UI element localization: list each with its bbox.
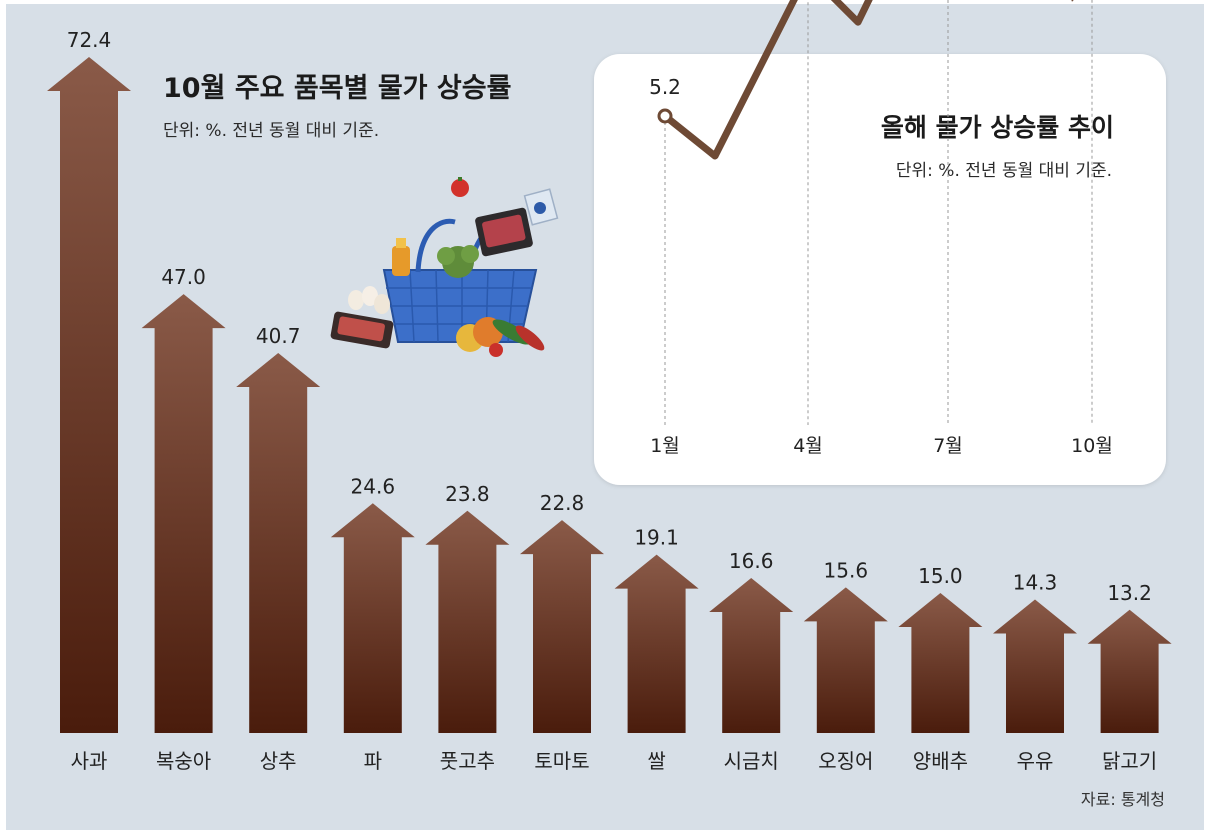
bar-arrow — [803, 587, 888, 733]
bar-category-label: 오징어 — [818, 749, 873, 773]
bar-category-label: 우유 — [1017, 749, 1054, 773]
source-note: 자료: 통계청 — [1081, 790, 1165, 809]
bar-arrow — [47, 57, 131, 733]
bar-value-label: 72.4 — [67, 28, 112, 52]
bar-series: 72.4 사과 47.0 복숭아 40.7 상추 24.6 파 23.8 풋고추 22.8 토마토 19… — [47, 28, 1172, 773]
line-value-label: 5.2 — [649, 75, 681, 99]
bar-chart-title: 10월 주요 품목별 물가 상승률 — [163, 73, 511, 104]
bar-category-label: 토마토 — [534, 749, 589, 773]
bar-value-label: 13.2 — [1107, 581, 1152, 605]
bar-arrow — [1087, 609, 1172, 733]
line-chart-title: 올해 물가 상승률 추이 — [881, 113, 1114, 142]
bar-value-label: 22.8 — [540, 491, 585, 515]
line-chart-panel — [594, 54, 1166, 485]
bar-value-label: 24.6 — [351, 474, 396, 498]
bar-category-label: 시금치 — [724, 749, 779, 773]
bar-category-label: 파 — [364, 749, 382, 773]
line-point — [657, 108, 673, 124]
bar-category-label: 상추 — [260, 749, 297, 773]
bar-category-label: 닭고기 — [1102, 749, 1157, 773]
bar-category-label: 풋고추 — [440, 749, 495, 773]
bar-value-label: 16.6 — [729, 549, 774, 573]
bar-arrow — [236, 352, 321, 733]
bar-arrow — [898, 592, 983, 733]
bar-category-label: 양배추 — [913, 749, 968, 773]
bar-value-label: 19.1 — [634, 526, 679, 550]
line-x-label: 7월 — [933, 435, 963, 457]
bar-arrow — [709, 578, 794, 733]
line-x-label: 1월 — [650, 435, 680, 457]
bar-category-label: 복숭아 — [156, 749, 211, 773]
line-series: 5.23.72.33.81월4월7월10월 — [649, 0, 1113, 457]
bar-arrow — [993, 599, 1077, 733]
bar-chart-unit: 단위: %. 전년 동월 대비 기준. — [163, 121, 379, 141]
bar-arrow — [425, 510, 510, 733]
line-x-label: 10월 — [1071, 435, 1113, 457]
bar-value-label: 23.8 — [445, 482, 490, 506]
bar-arrow — [141, 294, 226, 733]
line-chart-unit: 단위: %. 전년 동월 대비 기준. — [896, 161, 1112, 181]
bar-arrow — [330, 503, 415, 733]
bar-value-label: 15.6 — [824, 558, 869, 582]
line-x-label: 4월 — [793, 435, 823, 457]
trend-line — [661, 0, 873, 160]
grocery-basket-illustration — [330, 177, 559, 357]
bar-category-label: 쌀 — [647, 749, 665, 773]
bar-value-label: 15.0 — [918, 564, 963, 588]
bar-arrow — [520, 520, 604, 733]
bar-value-label: 14.3 — [1013, 570, 1058, 594]
bar-value-label: 40.7 — [256, 324, 301, 348]
bar-value-label: 47.0 — [161, 265, 206, 289]
bar-arrow — [614, 554, 699, 733]
bar-category-label: 사과 — [71, 749, 108, 773]
trend-arrowhead — [1071, 0, 1074, 2]
